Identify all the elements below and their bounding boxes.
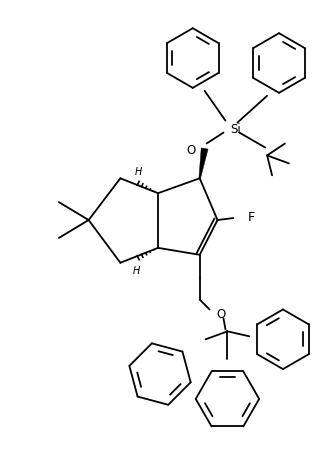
Text: Si: Si bbox=[230, 123, 241, 136]
Polygon shape bbox=[199, 148, 208, 178]
Text: H: H bbox=[133, 266, 140, 276]
Text: F: F bbox=[247, 211, 254, 224]
Text: O: O bbox=[216, 308, 226, 321]
Text: H: H bbox=[135, 167, 142, 177]
Text: O: O bbox=[186, 144, 195, 157]
